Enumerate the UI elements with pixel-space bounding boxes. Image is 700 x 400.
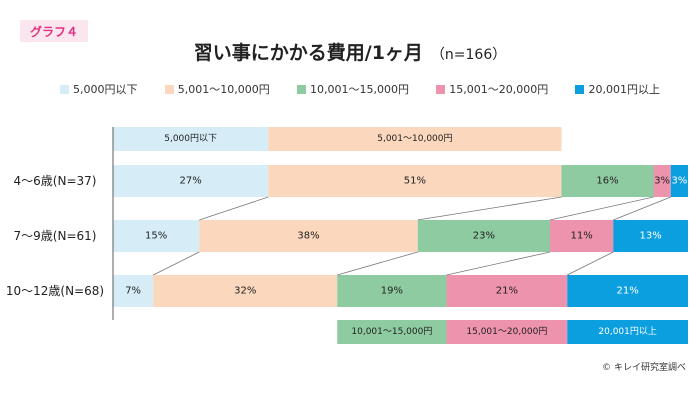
data-label: 15% xyxy=(145,231,167,242)
data-label: 19% xyxy=(381,286,403,297)
legend-item: 5,000円以下 xyxy=(60,82,138,96)
legend-item: 20,001円以上 xyxy=(575,82,660,96)
data-label: 3% xyxy=(671,176,687,187)
legend-item: 5,001～10,000円 xyxy=(164,82,270,96)
connector-line xyxy=(446,251,551,276)
footer-label-box xyxy=(446,320,568,344)
legend-label: 15,001～20,000円 xyxy=(449,83,549,96)
connector-line xyxy=(199,196,269,221)
data-label: 21% xyxy=(496,286,518,297)
data-label: 38% xyxy=(297,231,319,242)
connector-line xyxy=(153,251,200,276)
footer-label: 20,001円以上 xyxy=(598,326,657,337)
data-label: 11% xyxy=(571,231,593,242)
data-label: 16% xyxy=(596,176,618,187)
bar-segment xyxy=(561,165,654,197)
data-label: 21% xyxy=(617,286,639,297)
bar-segment xyxy=(550,220,614,252)
bar-segment xyxy=(199,220,418,252)
header-label-box xyxy=(113,127,269,151)
legend-label: 5,001～10,000円 xyxy=(177,83,270,96)
bar-segment xyxy=(567,275,688,307)
bar-segment xyxy=(113,220,200,252)
bar-segment xyxy=(613,220,688,252)
category-label: 4～6歳(N=37) xyxy=(14,174,97,188)
connector-line xyxy=(417,196,562,221)
connector-line xyxy=(549,196,654,221)
legend-item: 10,001～15,000円 xyxy=(296,82,409,96)
bar-segment xyxy=(337,275,447,307)
legend-label: 10,001～15,000円 xyxy=(309,83,409,96)
bar-segment xyxy=(670,165,688,197)
bar-segment xyxy=(417,220,550,252)
header-label: 5,001～10,000円 xyxy=(377,133,452,144)
chart-subtitle: （n=166） xyxy=(430,47,507,63)
footer-label-box xyxy=(337,320,447,344)
chart-title-block: 習い事にかかる費用/1ヶ月 （n=166） xyxy=(0,38,700,65)
bar-segment xyxy=(113,165,269,197)
data-label: 23% xyxy=(473,231,495,242)
bar-segment xyxy=(268,165,562,197)
connector-line xyxy=(337,251,418,276)
legend-swatch xyxy=(436,84,446,94)
legend-item: 15,001～20,000円 xyxy=(436,82,548,96)
connector-line xyxy=(567,251,614,276)
data-label: 3% xyxy=(654,176,670,187)
bar-segment xyxy=(153,275,338,307)
legend-label: 5,000円以下 xyxy=(73,83,138,96)
legend-swatch xyxy=(164,84,174,94)
data-label: 51% xyxy=(404,176,426,187)
data-label: 13% xyxy=(640,231,662,242)
legend: 5,000円以下 5,001～10,000円 10,001～15,000円 15,00… xyxy=(60,82,660,96)
bar-segment xyxy=(113,275,154,307)
data-label: 7% xyxy=(125,286,141,297)
bar-segment xyxy=(446,275,568,307)
data-label: 32% xyxy=(234,286,256,297)
graph-number-badge: グラフ４ xyxy=(20,20,88,42)
category-label: 7～9歳(N=61) xyxy=(14,229,97,243)
footer-label: 15,001～20,000円 xyxy=(466,326,547,337)
legend-swatch xyxy=(60,84,69,94)
data-label: 27% xyxy=(180,176,202,187)
legend-swatch xyxy=(296,84,306,94)
header-label: 5,000円以下 xyxy=(164,133,217,144)
footer-label-box xyxy=(567,320,688,344)
legend-swatch xyxy=(575,84,585,94)
bar-segment xyxy=(653,165,671,197)
connector-line xyxy=(613,196,671,221)
chart-title: 習い事にかかる費用/1ヶ月 xyxy=(193,42,423,64)
footer-label: 10,001～15,000円 xyxy=(351,326,432,337)
header-label-box xyxy=(268,127,562,151)
source-credit: © キレイ研究室調べ xyxy=(602,363,686,373)
legend-label: 20,001円以上 xyxy=(588,83,660,96)
category-label: 10～12歳(N=68) xyxy=(6,284,104,298)
